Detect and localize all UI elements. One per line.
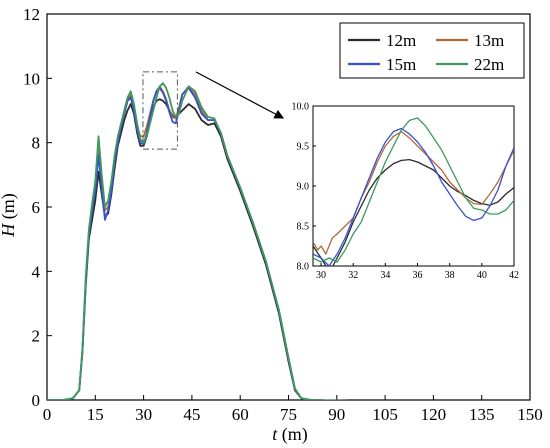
- main-x-tick-label: 15: [87, 405, 104, 424]
- main-x-tick-label: 60: [232, 405, 249, 424]
- main-x-tick-label: 90: [328, 405, 345, 424]
- main-x-tick-label: 135: [469, 405, 495, 424]
- main-y-tick-label: 6: [32, 198, 41, 217]
- main-y-tick-label: 2: [32, 327, 41, 346]
- series-line-22m: [313, 117, 514, 263]
- inset-y-tick-label: 10.0: [292, 102, 310, 113]
- main-x-tick-label: 30: [135, 405, 152, 424]
- inset-x-tick-label: 34: [380, 270, 390, 281]
- main-y-tick-label: 0: [32, 391, 41, 410]
- main-x-tick-label: 150: [517, 405, 543, 424]
- inset-y-tick-label: 9.5: [297, 142, 310, 153]
- legend-label-15m: 15m: [386, 55, 416, 74]
- zoom-region-box: [142, 71, 178, 150]
- main-x-tick-label: 105: [372, 405, 398, 424]
- inset-x-tick-label: 30: [316, 270, 326, 281]
- legend-label-22m: 22m: [474, 55, 504, 74]
- legend-box: [339, 22, 525, 79]
- series-line-12m: [313, 158, 514, 266]
- main-x-tick-label: 75: [280, 405, 297, 424]
- legend-label-13m: 13m: [474, 31, 504, 50]
- legend: 12m 13m 15m 22m: [339, 22, 525, 79]
- main-x-tick-label: 45: [183, 405, 200, 424]
- inset-x-tick-label: 40: [477, 270, 487, 281]
- main-y-tick-label: 10: [23, 69, 40, 88]
- main-x-tick-label: 120: [421, 405, 447, 424]
- series-line-15m: [313, 127, 514, 266]
- inset-x-tick-label: 36: [413, 270, 423, 281]
- x-axis-title: t (m): [272, 424, 308, 445]
- inset-y-tick-label: 8.5: [297, 222, 310, 233]
- main-y-tick-label: 4: [32, 262, 41, 281]
- inset-x-tick-label: 32: [348, 270, 358, 281]
- y-axis-title: H (m): [0, 193, 19, 238]
- series-line-22m: [47, 82, 350, 400]
- zoom-arrow: [195, 71, 285, 119]
- inset-y-tick-label: 8.0: [297, 262, 310, 273]
- main-y-tick-label: 8: [32, 134, 41, 153]
- main-plot-area: 0 15 30 45 60 75 90 105 120 135 150 0 2 4 6 8 10 12: [23, 5, 543, 424]
- series-line-13m: [313, 130, 514, 255]
- main-y-tick-label: 12: [23, 5, 40, 24]
- legend-label-12m: 12m: [386, 31, 416, 50]
- inset-zoom-plot: 30 32 34 36 38 40 42 8.0 8.5 9.0 9.5 10.0: [292, 102, 520, 282]
- main-x-tick-label: 0: [43, 405, 52, 424]
- inset-y-tick-label: 9.0: [297, 182, 310, 193]
- inset-x-tick-label: 42: [509, 270, 519, 281]
- inset-x-tick-label: 38: [445, 270, 455, 281]
